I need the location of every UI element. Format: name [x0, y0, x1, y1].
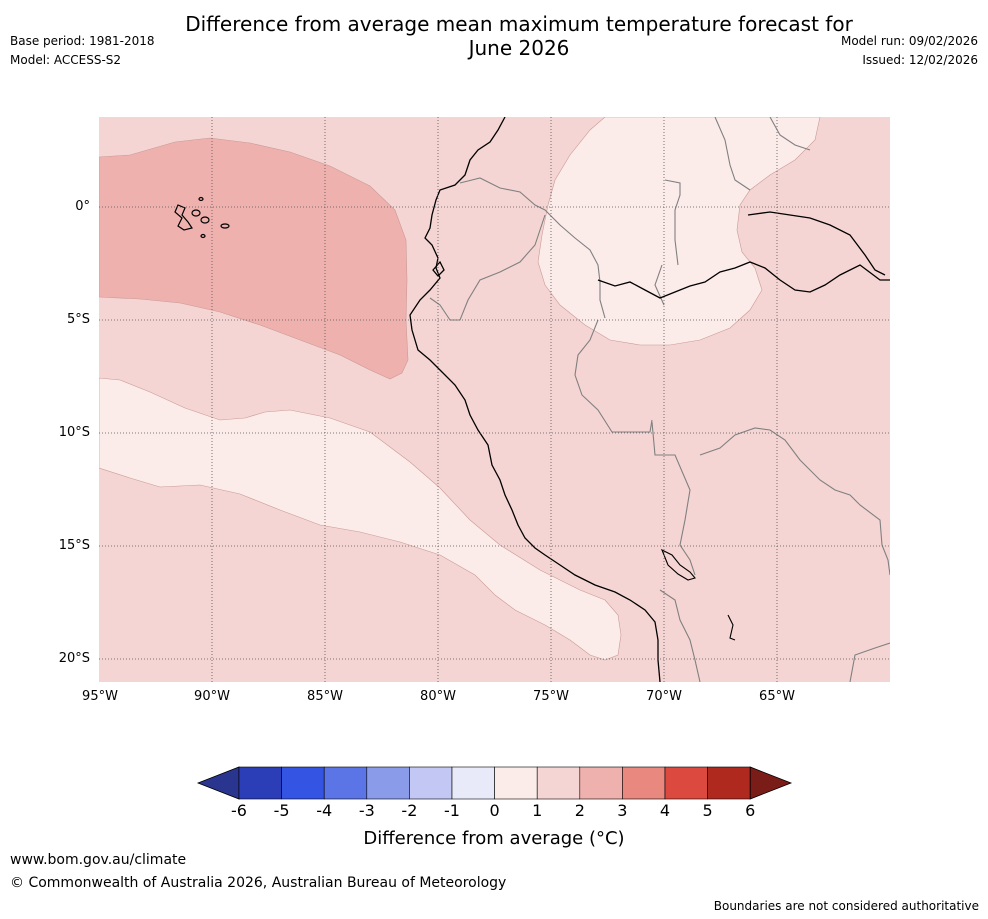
colorbar-tick: -5: [273, 801, 290, 820]
colorbar-segment: [664, 766, 708, 800]
lon-label-80w: 80°W: [420, 689, 456, 704]
colorbar-tick: -4: [316, 801, 333, 820]
meta-left: Base period: 1981-2018 Model: ACCESS-S2: [10, 32, 155, 70]
colorbar-segment: [323, 766, 368, 800]
colorbar-label: Difference from average (°C): [363, 828, 625, 849]
anomaly-region-2-3: [99, 137, 409, 380]
colorbar-tick: 0: [489, 801, 500, 820]
colorbar-segment: [281, 766, 325, 800]
colorbar-tick: 2: [574, 801, 585, 820]
galapagos-islands: [174, 196, 230, 239]
colorbar-tick: -6: [231, 801, 247, 820]
footer-url: www.bom.gov.au/climate: [10, 852, 187, 868]
country-boundaries: [429, 117, 890, 682]
colorbar-tick: 6: [745, 801, 756, 820]
lat-label-15s: 15°S: [58, 538, 90, 553]
colorbar-tick: 3: [617, 801, 628, 820]
footer-copyright: © Commonwealth of Australia 2026, Austra…: [10, 875, 507, 891]
colorbar-segment: [536, 766, 581, 800]
lat-label-0: 0°: [75, 199, 90, 214]
chart-title: Difference from average mean maximum tem…: [150, 12, 888, 60]
base-period: Base period: 1981-2018: [10, 34, 155, 48]
colorbar-tick: -1: [444, 801, 460, 820]
issued-date: Issued: 12/02/2026: [862, 53, 978, 67]
colorbar-extend-low: [196, 766, 240, 800]
colorbar-tick: 5: [702, 801, 713, 820]
anomaly-band-0-1-ocean: [99, 377, 622, 661]
model-name: Model: ACCESS-S2: [10, 53, 122, 67]
lon-label-95w: 95°W: [82, 689, 118, 704]
lat-label-5s: 5°S: [66, 312, 90, 327]
colorbar-segment: [707, 766, 751, 800]
anomaly-region-0-1-land: [537, 117, 821, 346]
lat-label-10s: 10°S: [58, 425, 90, 440]
lon-label-65w: 65°W: [759, 689, 795, 704]
colorbar-segment: [451, 766, 495, 800]
title-line-1: Difference from average mean maximum tem…: [185, 12, 853, 36]
colorbar-segment: [409, 766, 453, 800]
colorbar-tick: -2: [401, 801, 418, 820]
colorbar-segment: [579, 766, 623, 800]
lon-label-75w: 75°W: [533, 689, 569, 704]
title-line-2: June 2026: [468, 36, 570, 60]
colorbar-segment: [622, 766, 666, 800]
graticule: [99, 117, 890, 682]
colorbar-tick: 4: [659, 801, 671, 820]
colorbar-segment: [366, 766, 410, 800]
colorbar-tick: 1: [532, 801, 543, 820]
model-run: Model run: 09/02/2026: [840, 34, 978, 48]
lakes: [660, 548, 736, 641]
colorbar-segment: [238, 766, 282, 800]
colorbar-tick: -3: [358, 801, 375, 820]
colorbar-extend-high: [749, 766, 793, 800]
lon-label-90w: 90°W: [194, 689, 230, 704]
lon-label-70w: 70°W: [646, 689, 682, 704]
colorbar-segment: [494, 766, 538, 800]
meta-right: Model run: 09/02/2026 Issued: 12/02/2026: [841, 32, 978, 70]
lon-label-85w: 85°W: [307, 689, 343, 704]
footer-boundary-note: Boundaries are not considered authoritat…: [713, 899, 979, 913]
lat-label-20s: 20°S: [58, 651, 90, 666]
